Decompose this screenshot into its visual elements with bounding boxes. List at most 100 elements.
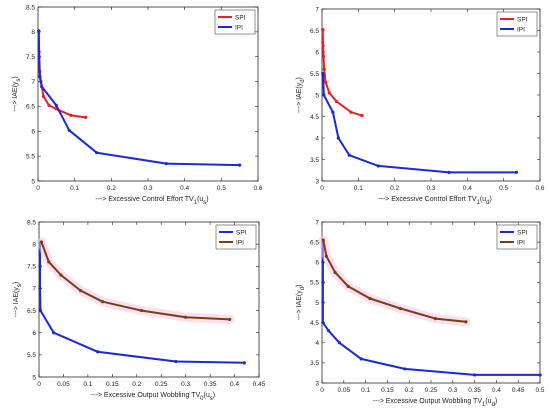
- y-tick-label: 6.5: [310, 28, 319, 35]
- x-axis-label: ---> Excessive Control Effort TV1(us): [95, 196, 208, 206]
- x-tick-label: 0: [320, 387, 324, 394]
- data-point: [321, 54, 326, 58]
- x-tick-label: 0.5: [499, 185, 508, 192]
- data-point: [464, 320, 468, 324]
- chart-panel-1: 0 0.1 0.2 0.3 0.4 0.5 0.6 5 5.5 6 6.5 7 7.5 8 8.5 ---> …: [12, 4, 263, 206]
- x-tick-label: 0.3: [426, 185, 435, 192]
- legend: SPI IPI: [496, 224, 538, 250]
- y-tick-label: 6.5: [310, 239, 319, 246]
- y-tick-label: 7: [315, 6, 319, 13]
- y-axis-label-text: ---> IAE(y: [296, 290, 303, 321]
- data-point: [69, 113, 73, 117]
- legend-label: IPI: [517, 239, 525, 246]
- series-ipi: [318, 235, 471, 327]
- x-axis-label-variable: (u: [485, 398, 491, 405]
- y-tick-label: 5.5: [27, 352, 36, 359]
- x-tick-label: 0: [37, 381, 41, 388]
- y-tick-label: 5.5: [26, 153, 35, 160]
- data-point: [38, 75, 42, 79]
- legend-label: IPI: [517, 26, 525, 33]
- data-point: [41, 94, 46, 99]
- x-axis-label-variable-subscript: d: [486, 200, 489, 206]
- data-point: [39, 240, 44, 244]
- x-axis-label-text: ---> Excessive Control Effort TV: [95, 196, 194, 203]
- x-tick-label: 0: [36, 185, 40, 192]
- data-point: [368, 296, 372, 301]
- y-axis-label-subscript: d: [300, 79, 306, 82]
- data-point: [321, 74, 325, 78]
- y-tick-label: 8: [31, 29, 35, 36]
- x-axis-label: ---> Excessive Output Wobbling TV1(ud): [373, 398, 498, 408]
- y-tick-label: 7.5: [26, 54, 35, 61]
- data-point: [84, 115, 88, 119]
- series-spi: [38, 241, 246, 365]
- legend-box: [215, 224, 257, 250]
- y-axis-label: ---> IAE(ys): [13, 282, 23, 317]
- data-point: [37, 29, 41, 33]
- x-tick-label: 0.35: [468, 387, 481, 394]
- data-point: [324, 254, 328, 258]
- legend: SPI IPI: [496, 11, 538, 37]
- x-tick-label: 0.45: [253, 381, 266, 388]
- y-tick-label: 8: [32, 241, 36, 248]
- data-point: [47, 103, 51, 108]
- x-axis-label-subscript: 0: [200, 396, 204, 402]
- legend-label: SPI: [236, 229, 247, 236]
- x-tick-label: 0.25: [425, 387, 438, 394]
- x-tick-label: 0.05: [337, 387, 350, 394]
- x-axis-label: ---> Excessive Output Wobbling TV0(us): [91, 392, 215, 402]
- y-tick-label: 5.5: [310, 71, 319, 78]
- data-point: [321, 43, 325, 48]
- data-point: [327, 91, 331, 95]
- data-point: [47, 260, 51, 264]
- y-axis-label-text: ---> IAE(y: [13, 287, 20, 318]
- x-tick-label: 0.15: [106, 381, 119, 388]
- y-axis-label: ---> IAE(yd): [296, 77, 306, 113]
- data-point: [514, 170, 518, 174]
- x-tick-label: 0.6: [535, 185, 544, 192]
- x-tick-label: 0.4: [180, 185, 189, 192]
- x-tick-label: 0.4: [463, 185, 472, 192]
- legend-label: SPI: [517, 16, 528, 23]
- data-point: [184, 315, 188, 319]
- legend: SPI IPI: [214, 9, 256, 35]
- data-point: [95, 151, 99, 155]
- legend-box: [214, 9, 256, 35]
- x-tick-label: 0.6: [253, 185, 262, 192]
- y-tick-label: 8.5: [27, 219, 36, 226]
- data-point: [164, 162, 168, 166]
- y-tick-label: 4: [315, 340, 319, 347]
- data-point: [321, 238, 325, 242]
- data-point: [37, 55, 41, 59]
- x-axis-label-variable-subscript: s: [203, 200, 206, 206]
- data-point: [38, 286, 42, 291]
- y-tick-label: 6: [315, 49, 319, 56]
- x-tick-label: 0.25: [155, 381, 168, 388]
- y-tick-label: 7: [31, 79, 35, 86]
- y-tick-label: 8.5: [26, 4, 35, 11]
- data-point: [238, 163, 242, 167]
- data-point: [52, 331, 56, 335]
- data-point: [140, 308, 144, 313]
- data-point: [38, 308, 43, 313]
- data-point: [40, 84, 44, 89]
- y-tick-label: 5: [32, 374, 36, 381]
- y-tick-label: 6: [32, 330, 36, 337]
- y-tick-label: 5: [315, 300, 319, 307]
- x-tick-label: 0.1: [354, 185, 363, 192]
- data-point: [324, 80, 328, 84]
- y-tick-label: 4.5: [310, 320, 319, 327]
- data-point: [321, 260, 325, 264]
- data-point: [326, 329, 331, 333]
- x-tick-label: 0.45: [512, 387, 525, 394]
- legend-box: [496, 224, 538, 250]
- x-tick-label: 0.15: [381, 387, 394, 394]
- x-tick-label: 0.2: [107, 185, 116, 192]
- data-point: [359, 357, 363, 361]
- x-tick-label: 0.1: [83, 381, 92, 388]
- data-point: [67, 128, 71, 132]
- y-tick-label: 7.5: [27, 264, 36, 271]
- x-axis-label-subscript: 1: [482, 402, 486, 408]
- x-tick-label: 0.2: [132, 381, 141, 388]
- data-point: [322, 67, 326, 71]
